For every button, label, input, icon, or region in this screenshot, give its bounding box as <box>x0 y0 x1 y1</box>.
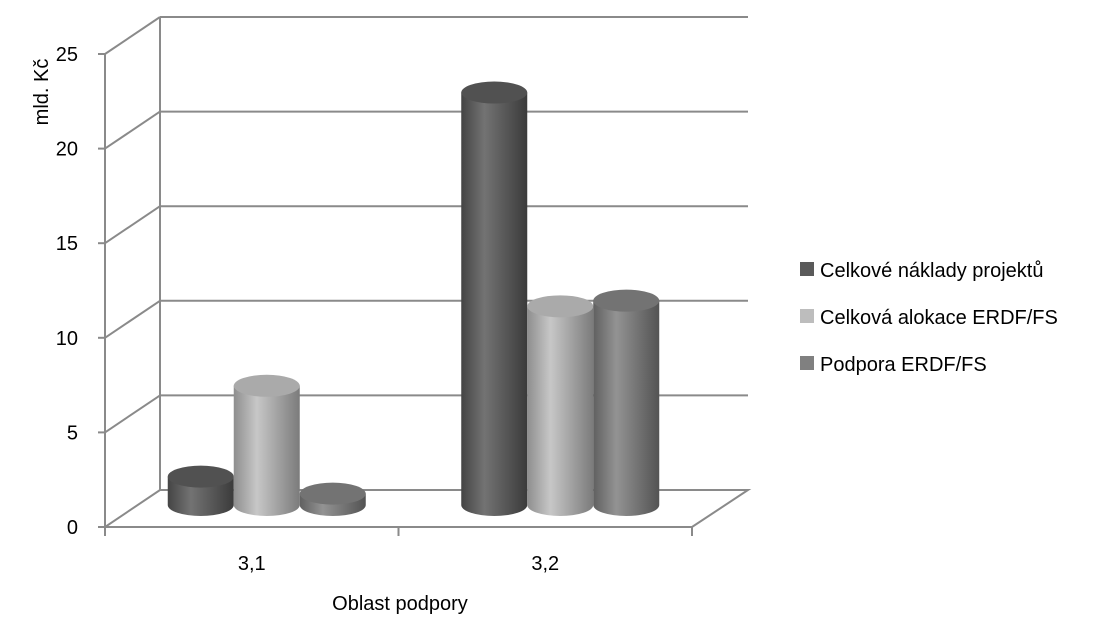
y-tick-label: 0 <box>67 517 78 539</box>
bar-top <box>233 374 300 397</box>
bar-body <box>461 92 528 516</box>
floor <box>101 489 752 528</box>
x-axis-title: Oblast podpory <box>332 593 468 615</box>
bars <box>167 81 660 516</box>
legend: Celkové náklady projektů Celková alokace … <box>800 260 1058 376</box>
legend-swatch <box>800 262 814 276</box>
y-tick-label: 5 <box>67 422 78 444</box>
legend-item: Celkové náklady projektů <box>800 260 1043 282</box>
bar-top <box>461 81 528 104</box>
y-tick-label: 25 <box>56 44 78 66</box>
bar-top <box>593 289 660 312</box>
gridline-side <box>104 205 161 245</box>
legend-item: Celková alokace ERDF/FS <box>800 307 1058 329</box>
gridline-side <box>104 394 161 434</box>
bar <box>167 465 234 516</box>
bar-body <box>233 385 300 516</box>
bar <box>233 374 300 516</box>
y-tick-label: 15 <box>56 233 78 255</box>
legend-swatch <box>800 309 814 323</box>
bar-top <box>167 465 234 488</box>
x-tick-label: 3,1 <box>238 553 266 575</box>
bar-top <box>299 482 366 505</box>
bar-body <box>527 306 594 516</box>
y-tick-label: 10 <box>56 328 78 350</box>
legend-label: Podpora ERDF/FS <box>820 354 987 376</box>
tick-labels: 0 5 10 15 20 25 3,1 3,2 <box>56 44 559 575</box>
bar-top <box>527 295 594 318</box>
legend-swatch <box>800 356 814 370</box>
axes <box>98 17 752 536</box>
legend-item: Podpora ERDF/FS <box>800 354 987 376</box>
gridline-side <box>104 16 161 55</box>
y-axis-title: mld. Kč <box>31 59 53 126</box>
bar-body <box>593 300 660 516</box>
bar <box>461 81 528 516</box>
y-tick-label: 20 <box>56 139 78 161</box>
x-tick-label: 3,2 <box>531 553 559 575</box>
legend-label: Celkové náklady projektů <box>820 260 1043 282</box>
bar-body <box>167 476 234 516</box>
bar <box>527 295 594 516</box>
gridline-side <box>104 299 161 339</box>
bar <box>299 482 366 516</box>
legend-label: Celková alokace ERDF/FS <box>820 307 1058 329</box>
gridline-side <box>104 110 161 150</box>
bar <box>593 289 660 516</box>
